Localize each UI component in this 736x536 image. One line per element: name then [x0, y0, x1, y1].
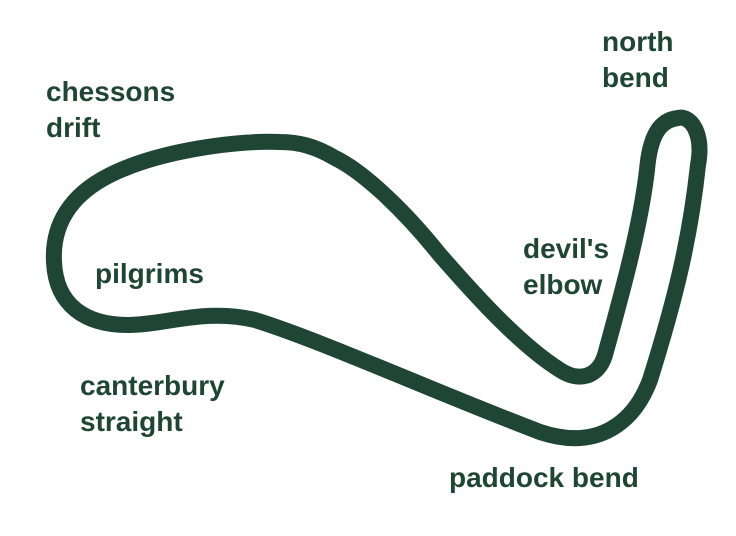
label-north-bend: north bend: [602, 24, 674, 96]
label-chessons-drift: chessons drift: [46, 74, 175, 146]
label-north-bend-line2: bend: [602, 62, 669, 93]
label-devils-elbow: devil's elbow: [523, 231, 609, 303]
label-canterbury-straight: canterbury straight: [80, 368, 225, 440]
label-canterbury-straight-line2: straight: [80, 406, 183, 437]
label-pilgrims: pilgrims: [95, 256, 204, 292]
label-paddock-bend: paddock bend: [449, 460, 639, 496]
label-devils-elbow-line2: elbow: [523, 269, 603, 300]
label-north-bend-line1: north: [602, 26, 674, 57]
label-chessons-drift-line2: drift: [46, 112, 101, 143]
label-paddock-bend-line1: paddock bend: [449, 462, 639, 493]
label-devils-elbow-line1: devil's: [523, 233, 610, 264]
label-canterbury-straight-line1: canterbury: [80, 370, 225, 401]
circuit-track-outline: [45, 109, 708, 447]
label-pilgrims-line1: pilgrims: [95, 258, 204, 289]
label-chessons-drift-line1: chessons: [46, 76, 176, 107]
